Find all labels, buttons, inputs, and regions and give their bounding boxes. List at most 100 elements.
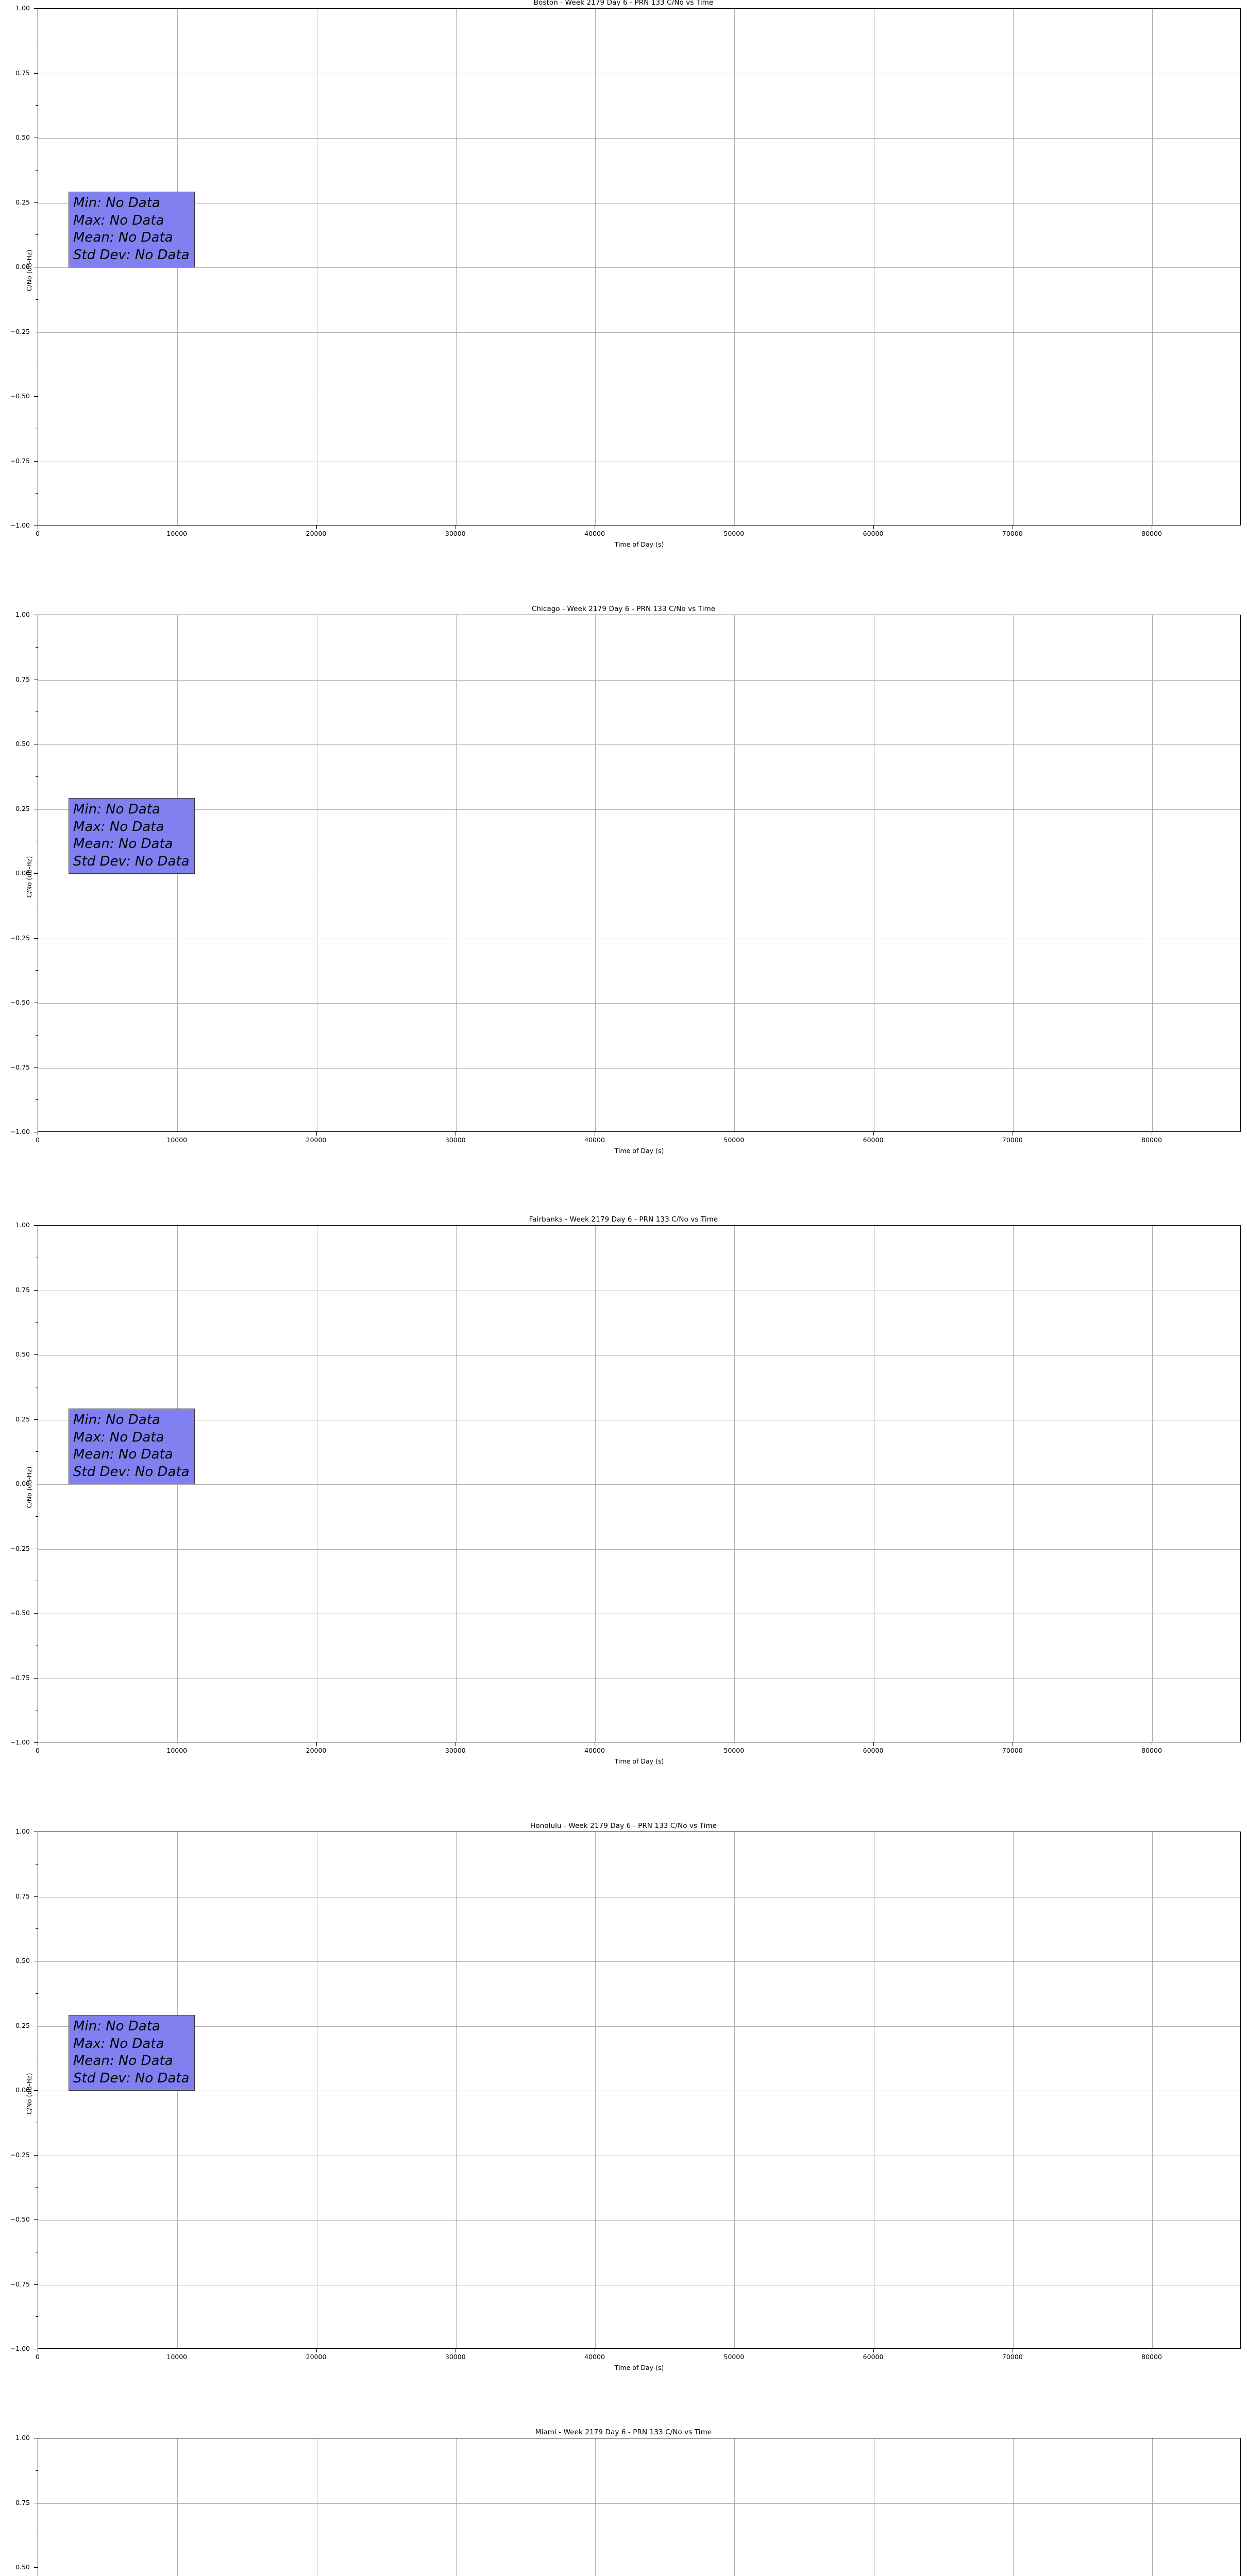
gridline-vertical bbox=[734, 1226, 735, 1742]
y-tick-label: 0.00 bbox=[15, 869, 30, 877]
y-tick-mark bbox=[34, 938, 38, 939]
y-tick-mark bbox=[34, 1354, 38, 1355]
y-tick-label: −0.50 bbox=[10, 998, 30, 1006]
gridline-vertical bbox=[734, 9, 735, 525]
chart-panel-boston: Boston - Week 2179 Day 6 - PRN 133 C/No … bbox=[0, 0, 1247, 606]
x-tick-label: 30000 bbox=[445, 1136, 466, 1144]
x-tick-label: 0 bbox=[36, 2353, 40, 2361]
y-tick-mark bbox=[34, 1613, 38, 1614]
y-tick-minor bbox=[36, 1863, 38, 1865]
y-tick-minor bbox=[36, 647, 38, 648]
y-tick-mark bbox=[34, 1225, 38, 1226]
chart-panel-fairbanks: Fairbanks - Week 2179 Day 6 - PRN 133 C/… bbox=[0, 1215, 1247, 1823]
x-tick-mark bbox=[873, 526, 874, 529]
x-tick-label: 10000 bbox=[166, 1747, 188, 1754]
x-tick-mark bbox=[316, 1742, 317, 1746]
panel-title: Honolulu - Week 2179 Day 6 - PRN 133 C/N… bbox=[530, 1822, 717, 1830]
y-tick-label: 0.00 bbox=[15, 1480, 30, 1487]
stats-line-mean: Mean: No Data bbox=[73, 1447, 173, 1462]
x-tick-mark bbox=[873, 2349, 874, 2352]
gridline-vertical bbox=[1013, 2438, 1014, 2576]
y-tick-label: 0.00 bbox=[15, 2086, 30, 2094]
stats-line-max: Max: No Data bbox=[73, 2036, 164, 2052]
gridline-vertical bbox=[595, 1832, 596, 2348]
stats-line-min: Min: No Data bbox=[73, 802, 160, 817]
x-tick-label: 80000 bbox=[1141, 1136, 1162, 1144]
gridline-horizontal bbox=[38, 1549, 1240, 1550]
panel-title: Chicago - Week 2179 Day 6 - PRN 133 C/No… bbox=[531, 605, 716, 613]
y-tick-label: 0.25 bbox=[15, 1415, 30, 1423]
x-tick-label: 20000 bbox=[306, 530, 327, 537]
gridline-vertical bbox=[734, 1832, 735, 2348]
y-tick-minor bbox=[36, 1322, 38, 1323]
stats-line-min: Min: No Data bbox=[73, 195, 160, 211]
y-tick-label: 0.75 bbox=[15, 675, 30, 683]
stats-line-min: Min: No Data bbox=[73, 2019, 160, 2034]
x-tick-label: 60000 bbox=[863, 1136, 884, 1144]
y-axis-label: C/No (dB-Hz) bbox=[25, 856, 33, 898]
gridline-vertical bbox=[1152, 9, 1153, 525]
y-tick-label: −1.00 bbox=[10, 1128, 30, 1136]
plot-area bbox=[38, 615, 1241, 1132]
stats-line-std: Std Dev: No Data bbox=[73, 247, 190, 263]
stats-line-std: Std Dev: No Data bbox=[73, 853, 190, 869]
y-tick-mark bbox=[34, 1742, 38, 1743]
x-axis-label: Time of Day (s) bbox=[614, 1757, 664, 1765]
x-tick-mark bbox=[873, 1742, 874, 1746]
y-tick-label: 0.25 bbox=[15, 804, 30, 812]
panel-title: Boston - Week 2179 Day 6 - PRN 133 C/No … bbox=[533, 0, 714, 7]
gridline-vertical bbox=[456, 2438, 457, 2576]
x-tick-label: 0 bbox=[36, 530, 40, 537]
x-tick-label: 80000 bbox=[1141, 1747, 1162, 1754]
x-tick-label: 40000 bbox=[584, 530, 605, 537]
y-tick-mark bbox=[34, 2567, 38, 2568]
gridline-vertical bbox=[1152, 615, 1153, 1131]
y-tick-label: 1.00 bbox=[15, 2434, 30, 2442]
y-tick-label: 0.75 bbox=[15, 69, 30, 77]
x-tick-label: 50000 bbox=[723, 2353, 745, 2361]
gridline-horizontal bbox=[38, 2220, 1240, 2221]
x-axis-label: Time of Day (s) bbox=[614, 1147, 664, 1155]
gridline-vertical bbox=[734, 615, 735, 1131]
gridline-horizontal bbox=[38, 332, 1240, 333]
y-tick-label: −0.50 bbox=[10, 392, 30, 400]
x-tick-label: 10000 bbox=[166, 2353, 188, 2361]
gridline-vertical bbox=[1013, 1226, 1014, 1742]
x-tick-label: 20000 bbox=[306, 1136, 327, 1144]
y-tick-label: −0.75 bbox=[10, 1673, 30, 1682]
y-tick-mark bbox=[34, 1896, 38, 1897]
y-tick-minor bbox=[36, 1516, 38, 1517]
y-tick-label: −1.00 bbox=[10, 521, 30, 529]
gridline-horizontal bbox=[38, 2503, 1240, 2504]
x-tick-label: 10000 bbox=[166, 530, 188, 537]
y-tick-label: −0.25 bbox=[10, 934, 30, 942]
chart-panel-miami: Miami - Week 2179 Day 6 - PRN 133 C/No v… bbox=[0, 2428, 1247, 2576]
x-tick-mark bbox=[316, 526, 317, 529]
x-tick-label: 60000 bbox=[863, 530, 884, 537]
gridline-vertical bbox=[595, 9, 596, 525]
gridline-vertical bbox=[595, 2438, 596, 2576]
y-tick-mark bbox=[34, 1419, 38, 1420]
gridline-vertical bbox=[456, 615, 457, 1131]
y-tick-label: −1.00 bbox=[10, 1738, 30, 1746]
y-tick-mark bbox=[34, 1290, 38, 1291]
stats-line-mean: Mean: No Data bbox=[73, 230, 173, 245]
x-tick-label: 70000 bbox=[1002, 530, 1023, 537]
gridline-vertical bbox=[734, 2438, 735, 2576]
y-tick-minor bbox=[36, 1451, 38, 1452]
y-tick-label: −1.00 bbox=[10, 2345, 30, 2352]
x-tick-label: 70000 bbox=[1002, 1136, 1023, 1144]
x-tick-label: 0 bbox=[36, 1747, 40, 1754]
y-tick-minor bbox=[36, 970, 38, 971]
y-tick-label: −0.25 bbox=[10, 2150, 30, 2159]
y-tick-minor bbox=[36, 2470, 38, 2471]
y-tick-label: −0.75 bbox=[10, 2280, 30, 2288]
x-tick-label: 50000 bbox=[723, 1136, 745, 1144]
x-tick-label: 60000 bbox=[863, 1747, 884, 1754]
y-tick-mark bbox=[34, 2090, 38, 2091]
x-tick-label: 30000 bbox=[445, 2353, 466, 2361]
y-tick-minor bbox=[36, 1099, 38, 1100]
y-tick-label: 0.75 bbox=[15, 1285, 30, 1294]
stats-line-min: Min: No Data bbox=[73, 1412, 160, 1428]
